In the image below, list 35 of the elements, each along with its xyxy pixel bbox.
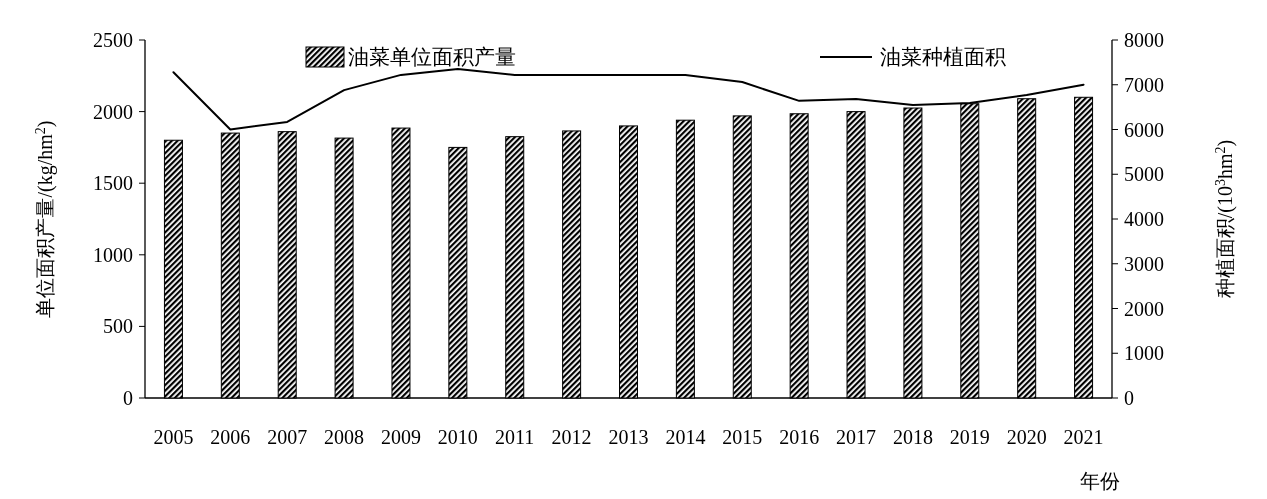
x-tick-label: 2012 — [551, 426, 592, 448]
y-tick-label: 1500 — [93, 172, 133, 195]
x-tick-label: 2016 — [779, 426, 820, 448]
y2-tick-label: 8000 — [1124, 29, 1164, 51]
x-axis-title: 年份 — [1080, 470, 1120, 492]
x-tick-label: 2017 — [836, 426, 877, 448]
y2-tick-label: 3000 — [1124, 252, 1164, 275]
y2-tick-label: 7000 — [1124, 73, 1164, 96]
y-tick-label: 500 — [103, 315, 133, 338]
legend-label: 油菜种植面积 — [880, 45, 1006, 69]
x-tick-label: 2007 — [267, 426, 308, 448]
x-tick-label: 2018 — [892, 426, 933, 448]
x-tick-label: 2021 — [1063, 426, 1104, 448]
x-tick-label: 2006 — [210, 426, 251, 448]
legend-label: 油菜单位面积产量 — [348, 45, 516, 69]
x-tick-label: 2011 — [495, 426, 535, 448]
y2-tick-label: 4000 — [1124, 208, 1164, 230]
x-tick-label: 2013 — [608, 426, 649, 448]
x-tick-label: 2020 — [1006, 426, 1047, 448]
y2-tick-label: 2000 — [1124, 297, 1164, 320]
x-tick-label: 2010 — [437, 426, 478, 448]
y2-tick-label: 5000 — [1124, 163, 1164, 186]
x-tick-label: 2019 — [949, 426, 990, 448]
y2-tick-label: 0 — [1124, 387, 1134, 409]
y2-tick-label: 6000 — [1124, 118, 1164, 141]
x-tick-label: 2014 — [665, 426, 706, 448]
y-tick-label: 2500 — [93, 29, 133, 51]
y-tick-label: 0 — [123, 387, 133, 409]
x-tick-label: 2008 — [324, 426, 365, 448]
y-tick-label: 2000 — [93, 100, 133, 123]
x-tick-label: 2005 — [153, 426, 194, 448]
y2-tick-label: 1000 — [1124, 342, 1164, 365]
x-tick-label: 2009 — [380, 426, 421, 448]
y-tick-label: 1000 — [93, 243, 133, 266]
x-tick-label: 2015 — [722, 426, 763, 448]
